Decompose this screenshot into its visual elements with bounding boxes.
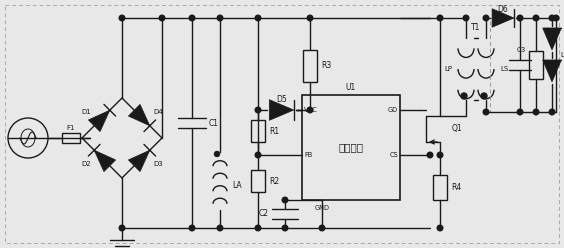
Text: C2: C2: [259, 210, 269, 218]
Text: D1: D1: [81, 109, 91, 115]
Polygon shape: [129, 104, 150, 126]
Text: LEDs: LEDs: [560, 52, 564, 58]
Bar: [251, 170, 265, 192]
Circle shape: [159, 15, 165, 21]
Circle shape: [437, 225, 443, 231]
Circle shape: [255, 225, 261, 231]
Text: C3: C3: [517, 47, 526, 53]
Circle shape: [533, 109, 539, 115]
Circle shape: [255, 152, 261, 158]
Text: D3: D3: [153, 161, 163, 167]
Polygon shape: [543, 28, 561, 50]
Text: Q1: Q1: [452, 124, 462, 133]
Circle shape: [217, 225, 223, 231]
Text: R1: R1: [269, 126, 279, 135]
Bar: [529, 51, 543, 79]
Circle shape: [427, 152, 433, 158]
Circle shape: [533, 15, 539, 21]
Bar: [433, 175, 447, 200]
Circle shape: [319, 225, 325, 231]
Bar: [251, 120, 265, 142]
Text: GND: GND: [315, 205, 329, 211]
Polygon shape: [270, 100, 294, 120]
Circle shape: [255, 15, 261, 21]
Circle shape: [189, 225, 195, 231]
Circle shape: [307, 15, 313, 21]
Text: R2: R2: [269, 177, 279, 186]
Text: D4: D4: [153, 109, 163, 115]
Circle shape: [549, 15, 555, 21]
Text: U1: U1: [346, 83, 356, 92]
Circle shape: [437, 152, 443, 158]
Text: D6: D6: [497, 4, 508, 13]
Circle shape: [483, 15, 489, 21]
Bar: [490, 18, 556, 112]
Text: T1: T1: [472, 24, 481, 32]
Circle shape: [481, 93, 487, 99]
Text: CS: CS: [389, 152, 398, 158]
Polygon shape: [129, 150, 150, 172]
Bar: [302, 95, 400, 200]
Text: R4: R4: [451, 183, 461, 192]
Circle shape: [255, 107, 261, 113]
Text: VCC: VCC: [304, 107, 318, 113]
Circle shape: [307, 107, 313, 113]
Text: 控制芯片: 控制芯片: [338, 143, 364, 153]
Text: LP: LP: [444, 66, 452, 72]
Circle shape: [483, 109, 489, 115]
Polygon shape: [89, 110, 110, 132]
Text: R5: R5: [547, 61, 557, 69]
Polygon shape: [543, 60, 561, 82]
Circle shape: [217, 15, 223, 21]
Text: LS: LS: [500, 66, 508, 72]
Circle shape: [463, 15, 469, 21]
Circle shape: [553, 15, 559, 21]
Circle shape: [461, 93, 467, 99]
Circle shape: [282, 197, 288, 203]
Text: LA: LA: [232, 181, 241, 189]
Polygon shape: [94, 150, 116, 172]
Circle shape: [119, 15, 125, 21]
Text: F1: F1: [67, 125, 75, 131]
Circle shape: [437, 15, 443, 21]
Bar: [303, 50, 317, 82]
Text: D2: D2: [81, 161, 91, 167]
Circle shape: [119, 225, 125, 231]
Circle shape: [189, 15, 195, 21]
Text: GD: GD: [388, 107, 398, 113]
Circle shape: [549, 109, 555, 115]
Circle shape: [282, 225, 288, 231]
Circle shape: [517, 15, 523, 21]
Polygon shape: [492, 9, 514, 27]
Bar: [62, 133, 80, 143]
Circle shape: [517, 109, 523, 115]
Circle shape: [214, 152, 219, 156]
Text: C1: C1: [209, 119, 219, 127]
Text: FB: FB: [304, 152, 312, 158]
Text: R3: R3: [321, 62, 331, 70]
Text: D5: D5: [276, 95, 287, 104]
